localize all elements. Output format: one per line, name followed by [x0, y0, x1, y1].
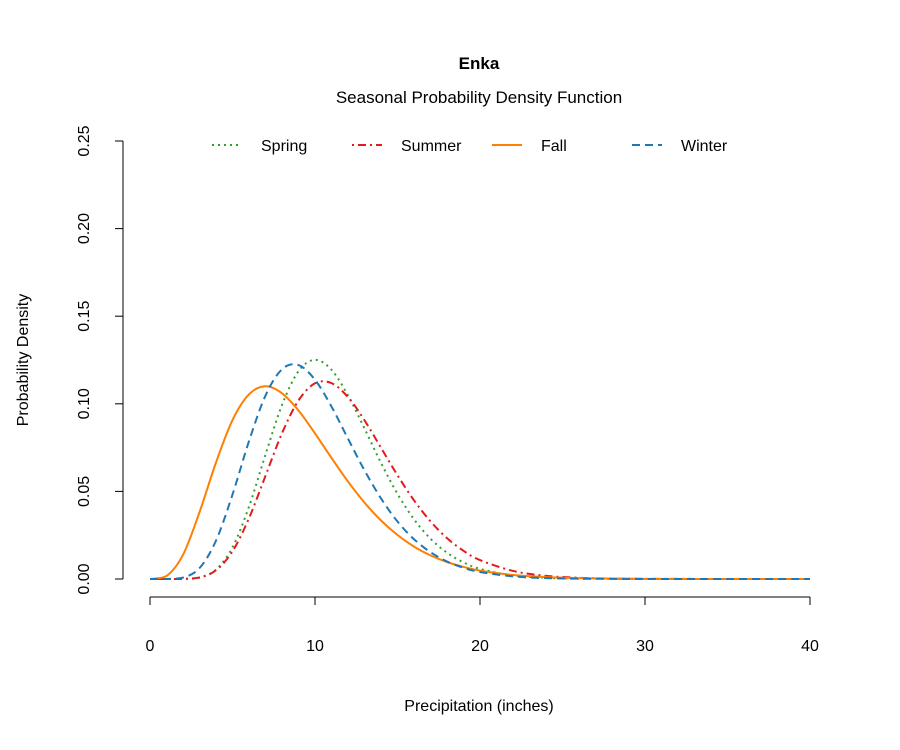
chart-title: Enka — [459, 54, 500, 73]
chart-subtitle: Seasonal Probability Density Function — [336, 88, 622, 107]
series-line-spring — [150, 358, 810, 581]
legend-item-summer: Summer — [352, 138, 462, 155]
series-line-winter — [150, 363, 810, 581]
legend-label: Fall — [541, 138, 567, 155]
x-tick-label: 10 — [306, 638, 324, 655]
legend-label: Winter — [681, 138, 728, 155]
y-tick-label: 0.10 — [76, 388, 93, 419]
legend-item-spring: Spring — [212, 138, 307, 155]
legend-label: Spring — [261, 138, 307, 155]
legend-label: Summer — [401, 138, 462, 155]
y-axis-label: Probability Density — [15, 294, 32, 427]
axes: 0 10 20 30 40 0.00 0.05 0.10 0.15 0.20 0.25 — [76, 125, 819, 655]
x-tick-label: 30 — [636, 638, 654, 655]
y-tick-label: 0.05 — [76, 476, 93, 507]
y-tick-label: 0.15 — [76, 301, 93, 332]
series-line-fall — [149, 385, 810, 581]
legend: Spring Summer Fall Winter — [212, 138, 728, 155]
y-tick-label: 0.20 — [76, 213, 93, 244]
legend-item-winter: Winter — [632, 138, 728, 155]
x-tick-label: 40 — [801, 638, 819, 655]
x-axis-label: Precipitation (inches) — [404, 698, 553, 715]
y-tick-label: 0.00 — [76, 563, 93, 594]
x-tick-label: 20 — [471, 638, 489, 655]
y-tick-label: 0.25 — [76, 125, 93, 156]
x-tick-label: 0 — [146, 638, 155, 655]
series-line-summer — [150, 380, 810, 581]
curves — [149, 358, 810, 581]
legend-item-fall: Fall — [492, 138, 567, 155]
